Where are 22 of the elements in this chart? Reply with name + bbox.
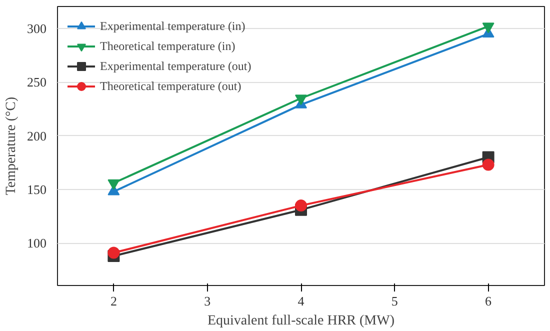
legend-label: Theoretical temperature (in) [100, 38, 236, 54]
x-axis-title: Equivalent full-scale HRR (MW) [208, 314, 395, 328]
point [108, 246, 120, 259]
legend-label: Experimental temperature (out) [100, 58, 252, 74]
legend-label: Experimental temperature (in) [100, 18, 246, 34]
y-tick-label: 250 [27, 74, 46, 90]
x-tick-label: 2 [110, 294, 117, 308]
y-tick-label: 300 [27, 21, 46, 36]
y-tick-label: 100 [27, 236, 46, 251]
x-tick-label: 3 [204, 294, 211, 308]
point [108, 179, 120, 190]
point [295, 94, 307, 106]
legend-label: Theoretical temperature (out) [100, 78, 242, 94]
x-tick-label: 4 [298, 294, 305, 308]
y-tick-label: 150 [27, 182, 46, 197]
x-tick-label: 5 [391, 294, 398, 308]
point [482, 158, 494, 171]
point [295, 200, 307, 212]
point [482, 22, 494, 34]
y-axis-title: Temperature (°C) [4, 96, 19, 196]
y-tick-label: 200 [27, 128, 46, 144]
x-tick-label: 6 [485, 294, 492, 308]
